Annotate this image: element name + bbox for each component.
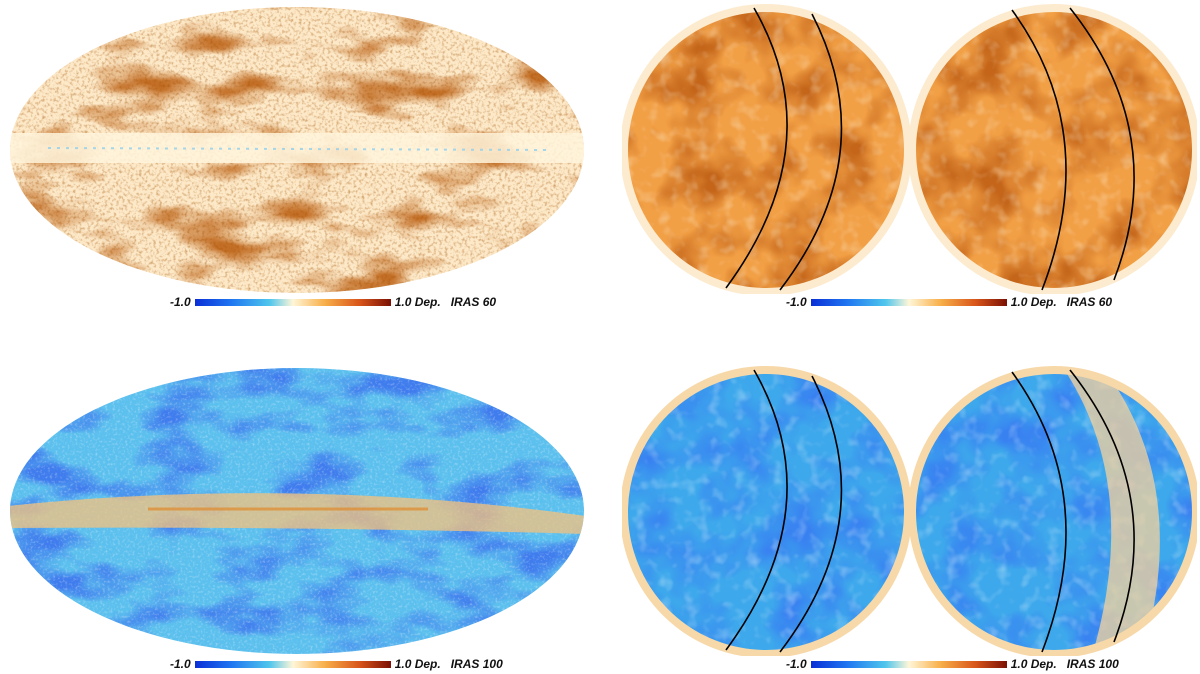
allsky-map-iras60-image [10,7,584,293]
colorbar-max-label: 1.0 Dep. [394,295,441,309]
colorbar-min-label: -1.0 [786,657,807,671]
polar-maps-iras100-image [622,366,1197,656]
colorbar-max-label: 1.0 Dep. [394,657,441,671]
colorbar-max-label: 1.0 Dep. [1010,657,1057,671]
band-label: IRAS 60 [450,295,497,309]
colorbar-gradient [194,298,391,306]
allsky-map-iras60 [8,5,586,295]
south-pole-disc-60 [908,4,1197,294]
polar-maps-iras60-image [622,4,1197,294]
colorbar-poles-60: -1.0 1.0 Dep. IRAS 60 [786,292,1112,312]
polar-maps-iras100 [622,366,1197,656]
colorbar-min-label: -1.0 [170,295,191,309]
colorbar-min-label: -1.0 [170,657,191,671]
colorbar-gradient [810,660,1007,668]
colorbar-min-label: -1.0 [786,295,807,309]
allsky-map-iras100-image [10,368,584,654]
colorbar-gradient [810,298,1007,306]
north-pole-disc-60 [622,4,912,294]
polar-maps-iras60 [622,4,1197,294]
colorbar-poles-100: -1.0 1.0 Dep. IRAS 100 [786,654,1119,674]
north-pole-disc-100 [622,366,912,656]
band-label: IRAS 60 [1066,295,1113,309]
allsky-map-iras100 [8,366,586,656]
colorbar-max-label: 1.0 Dep. [1010,295,1057,309]
colorbar-gradient [194,660,391,668]
colorbar-allsky-60: -1.0 1.0 Dep. IRAS 60 [170,292,496,312]
band-label: IRAS 100 [1066,657,1119,671]
band-label: IRAS 100 [450,657,503,671]
colorbar-allsky-100: -1.0 1.0 Dep. IRAS 100 [170,654,503,674]
south-pole-disc-100 [908,366,1197,656]
